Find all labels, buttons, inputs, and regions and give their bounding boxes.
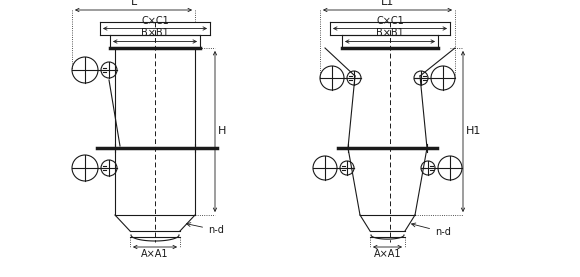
Text: H: H <box>218 127 226 137</box>
Text: n-d: n-d <box>412 223 451 237</box>
Text: C×C1: C×C1 <box>376 16 404 25</box>
Text: H1: H1 <box>466 127 481 137</box>
Text: L1: L1 <box>381 0 394 7</box>
Text: B×B1: B×B1 <box>376 29 404 39</box>
Text: L: L <box>130 0 137 7</box>
Text: C×C1: C×C1 <box>141 16 169 25</box>
Text: B×B1: B×B1 <box>141 29 169 39</box>
Text: n-d: n-d <box>187 223 224 235</box>
Text: A×A1: A×A1 <box>374 249 401 259</box>
Text: A×A1: A×A1 <box>142 249 169 259</box>
